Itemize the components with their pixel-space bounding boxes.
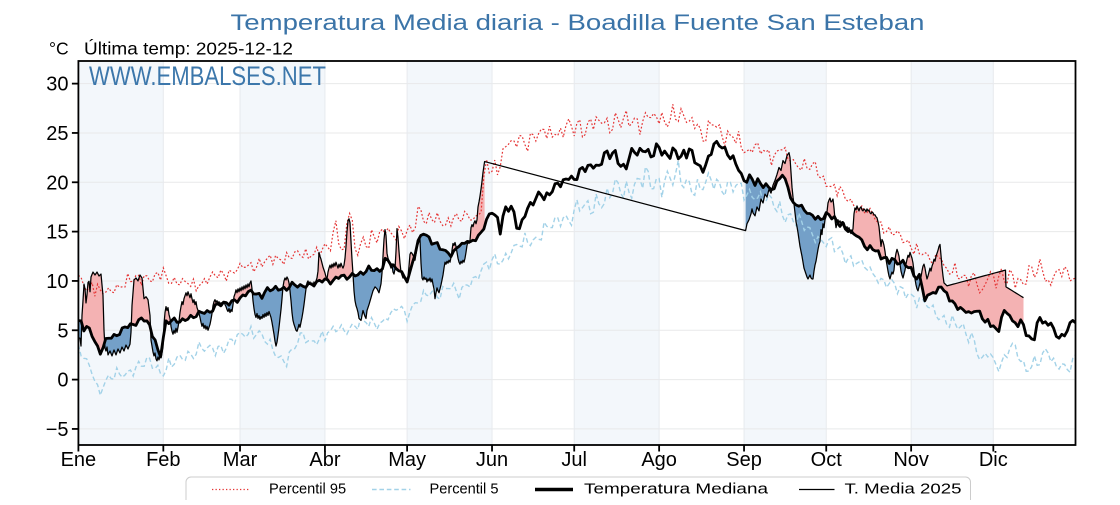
svg-text:10: 10 — [46, 271, 68, 293]
svg-text:Dic: Dic — [979, 449, 1008, 471]
svg-text:Percentil 95: Percentil 95 — [269, 482, 346, 498]
svg-text:Feb: Feb — [146, 449, 180, 471]
svg-text:25: 25 — [46, 123, 68, 145]
svg-text:0: 0 — [57, 370, 68, 392]
svg-text:T. Media 2025: T. Media 2025 — [845, 482, 962, 498]
svg-text:Ene: Ene — [61, 449, 97, 471]
svg-text:15: 15 — [46, 222, 68, 244]
svg-text:Jun: Jun — [476, 449, 508, 471]
svg-text:Percentil 5: Percentil 5 — [430, 482, 499, 498]
svg-text:Abr: Abr — [309, 449, 340, 471]
svg-text:Ago: Ago — [641, 449, 677, 471]
svg-text:Temperatura Mediana: Temperatura Mediana — [584, 482, 769, 498]
svg-text:−5: −5 — [46, 419, 69, 441]
svg-text:Mar: Mar — [223, 449, 258, 471]
svg-text:Temperatura Media diaria - Boa: Temperatura Media diaria - Boadilla Fuen… — [231, 10, 925, 35]
svg-text:°C: °C — [49, 39, 69, 59]
svg-text:Sep: Sep — [726, 449, 762, 471]
svg-text:Oct: Oct — [811, 449, 843, 471]
svg-text:Última temp: 2025-12-12: Última temp: 2025-12-12 — [84, 38, 293, 59]
svg-text:30: 30 — [46, 74, 68, 96]
svg-text:Jul: Jul — [561, 449, 587, 471]
svg-text:May: May — [388, 449, 426, 471]
svg-text:WWW.EMBALSES.NET: WWW.EMBALSES.NET — [89, 61, 326, 91]
svg-text:5: 5 — [57, 320, 68, 342]
svg-text:Nov: Nov — [893, 449, 929, 471]
svg-text:20: 20 — [46, 172, 68, 194]
